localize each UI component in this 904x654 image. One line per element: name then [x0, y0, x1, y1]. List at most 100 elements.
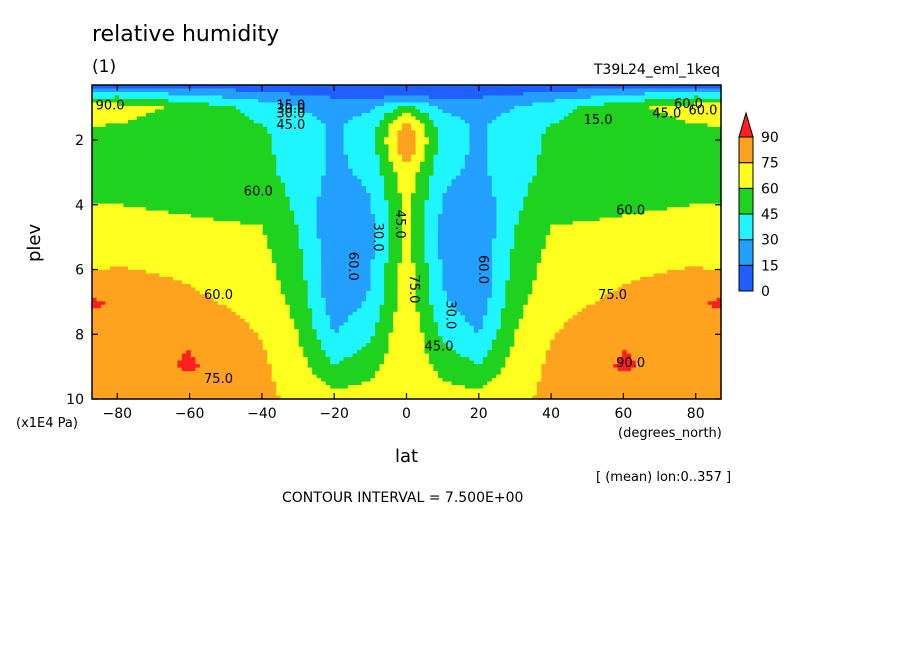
field-cell	[653, 144, 659, 149]
field-cell	[123, 193, 129, 198]
field-cell	[536, 175, 542, 180]
field-cell	[163, 140, 169, 145]
field-cell	[132, 126, 138, 131]
field-cell	[703, 175, 709, 180]
field-cell	[294, 189, 300, 194]
field-cell	[698, 123, 704, 128]
field-cell	[289, 85, 295, 90]
field-cell	[581, 179, 587, 184]
field-cell	[168, 109, 174, 114]
field-cell	[213, 126, 219, 131]
field-cell	[172, 168, 178, 173]
field-cell	[348, 186, 354, 191]
field-cell	[343, 207, 349, 212]
field-cell	[685, 140, 691, 145]
field-cell	[698, 186, 704, 191]
field-cell	[109, 123, 116, 128]
field-cell	[280, 186, 286, 191]
field-cell	[334, 175, 340, 180]
field-cell	[626, 200, 632, 205]
field-cell	[487, 109, 493, 114]
field-cell	[370, 186, 376, 191]
field-cell	[613, 189, 619, 194]
field-cell	[159, 154, 165, 159]
field-cell	[523, 154, 529, 159]
field-cell	[253, 168, 259, 173]
field-cell	[433, 165, 439, 170]
field-cell	[541, 203, 547, 208]
field-cell	[442, 151, 448, 156]
field-cell	[604, 161, 610, 166]
field-cell	[379, 186, 385, 191]
field-cell	[460, 98, 466, 104]
field-cell	[496, 130, 502, 135]
field-cell	[361, 165, 367, 170]
field-cell	[689, 179, 695, 184]
field-cell	[703, 182, 709, 187]
field-cell	[685, 196, 691, 201]
field-cell	[680, 196, 686, 201]
field-cell	[455, 123, 462, 128]
field-cell	[136, 161, 143, 166]
field-cell	[496, 203, 502, 208]
field-cell	[375, 105, 381, 111]
field-cell	[617, 140, 623, 145]
field-cell	[366, 147, 372, 152]
field-cell	[653, 193, 659, 198]
field-cell	[330, 200, 336, 205]
field-cell	[96, 172, 102, 177]
field-cell	[703, 126, 709, 131]
field-cell	[712, 85, 718, 90]
field-cell	[240, 158, 246, 163]
field-cell	[303, 175, 309, 180]
field-cell	[694, 179, 700, 184]
field-cell	[177, 147, 183, 152]
field-cell	[473, 95, 479, 100]
field-cell	[419, 203, 426, 208]
field-cell	[514, 140, 520, 145]
field-cell	[195, 91, 201, 97]
field-cell	[204, 112, 210, 117]
field-cell	[339, 203, 345, 208]
field-cell	[604, 91, 610, 97]
field-cell	[604, 130, 610, 135]
field-cell	[451, 88, 457, 93]
field-cell	[406, 182, 412, 187]
field-cell	[298, 95, 304, 100]
field-cell	[181, 203, 187, 208]
field-cell	[622, 186, 628, 191]
field-cell	[433, 119, 439, 124]
field-cell	[330, 154, 336, 159]
field-cell	[671, 193, 677, 198]
field-cell	[527, 109, 533, 114]
field-cell	[712, 116, 718, 121]
field-cell	[406, 133, 412, 138]
field-cell	[204, 207, 210, 212]
field-cell	[307, 182, 313, 187]
field-cell	[581, 140, 587, 145]
field-cell	[208, 140, 214, 145]
field-cell	[406, 88, 412, 93]
field-cell	[563, 98, 569, 104]
field-cell	[217, 126, 223, 131]
field-cell	[500, 123, 506, 128]
field-cell	[145, 91, 151, 97]
field-cell	[550, 193, 556, 198]
field-cell	[626, 133, 632, 138]
field-cell	[649, 105, 655, 111]
field-cell	[581, 126, 587, 131]
field-cell	[505, 102, 511, 107]
field-cell	[712, 98, 718, 104]
field-cell	[366, 161, 372, 166]
field-cell	[410, 186, 417, 191]
field-cell	[509, 196, 515, 201]
field-cell	[482, 112, 488, 117]
field-cell	[676, 168, 682, 173]
field-cell	[644, 102, 650, 107]
field-cell	[604, 165, 610, 170]
field-cell	[707, 196, 713, 201]
field-cell	[172, 186, 178, 191]
field-cell	[563, 165, 569, 170]
field-cell	[249, 116, 255, 121]
field-cell	[667, 102, 673, 107]
